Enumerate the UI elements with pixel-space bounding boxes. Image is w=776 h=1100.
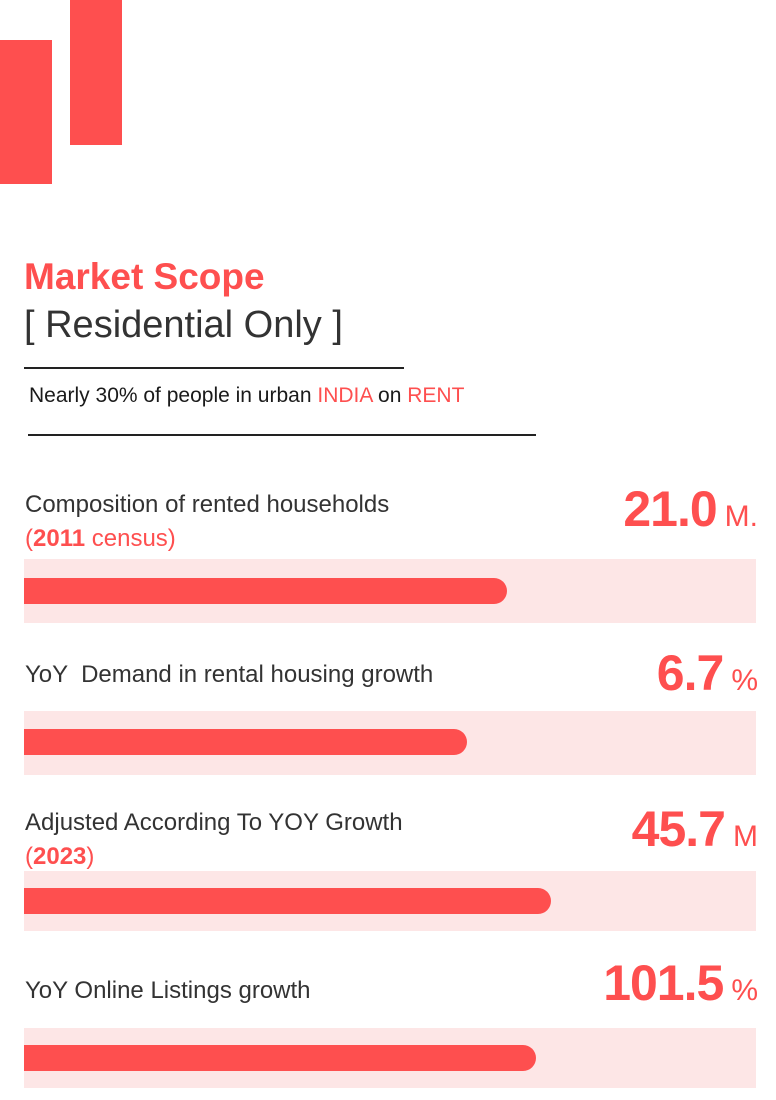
stat-value-number: 101.5 bbox=[603, 955, 724, 1011]
stat-value-adjusted-growth: 45.7 M bbox=[632, 800, 758, 858]
stat-value-number: 21.0 bbox=[623, 481, 717, 537]
stat-label-sub: (2011 census) bbox=[25, 525, 176, 552]
stat-value-online-listings: 101.5% bbox=[603, 954, 758, 1012]
decorative-bar-right bbox=[70, 0, 122, 145]
stat-label-text: Composition of rented households bbox=[25, 491, 390, 518]
stat-label-rented-households: Composition of rented households (2011 c… bbox=[25, 488, 389, 556]
stat-label-sub: (2023) bbox=[25, 843, 95, 870]
stat-value-rented-households: 21.0 M. bbox=[623, 480, 758, 538]
progress-fill-adjusted-growth bbox=[24, 888, 552, 914]
divider-top bbox=[24, 367, 404, 369]
stat-value-unit: % bbox=[731, 974, 758, 1007]
stat-value-rental-demand: 6.7% bbox=[657, 644, 758, 702]
stat-label-text: YoY Online Listings growth bbox=[25, 977, 311, 1004]
stat-label-online-listings: YoY Online Listings growth bbox=[25, 974, 311, 1008]
progress-fill-rented-households bbox=[24, 578, 508, 604]
progress-track-online-listings bbox=[24, 1028, 756, 1088]
stat-value-unit: M. bbox=[724, 500, 758, 533]
stat-value-number: 45.7 bbox=[631, 801, 726, 857]
page-subtitle: [ Residential Only ] bbox=[24, 304, 343, 346]
tagline-prefix: Nearly 30% of people in urban bbox=[29, 384, 318, 407]
progress-track-adjusted-growth bbox=[24, 871, 756, 931]
decorative-bar-left bbox=[0, 40, 52, 184]
stat-value-unit: % bbox=[731, 664, 758, 697]
stat-label-rental-demand: YoY Demand in rental housing growth bbox=[25, 658, 433, 692]
stat-label-adjusted-growth: Adjusted According To YOY Growth (2023) bbox=[25, 806, 403, 874]
progress-track-rented-households bbox=[24, 559, 756, 623]
divider-bottom bbox=[28, 434, 536, 436]
stat-label-sub-year: 2011 bbox=[33, 525, 86, 552]
page-title: Market Scope bbox=[24, 256, 265, 297]
tagline-country: INDIA bbox=[317, 384, 373, 407]
stat-label-text: YoY Demand in rental housing growth bbox=[25, 661, 434, 688]
progress-fill-rental-demand bbox=[24, 729, 467, 755]
tagline: Nearly 30% of people in urban INDIA on R… bbox=[29, 384, 464, 408]
progress-track-rental-demand bbox=[24, 711, 756, 775]
stat-label-text: Adjusted According To YOY Growth bbox=[25, 809, 403, 836]
stat-label-sub-year: 2023 bbox=[33, 843, 87, 870]
tagline-status: RENT bbox=[407, 384, 465, 407]
stat-value-number: 6.7 bbox=[656, 645, 725, 701]
tagline-middle: on bbox=[372, 384, 408, 407]
stat-value-unit: M bbox=[733, 820, 758, 853]
progress-fill-online-listings bbox=[24, 1045, 537, 1071]
